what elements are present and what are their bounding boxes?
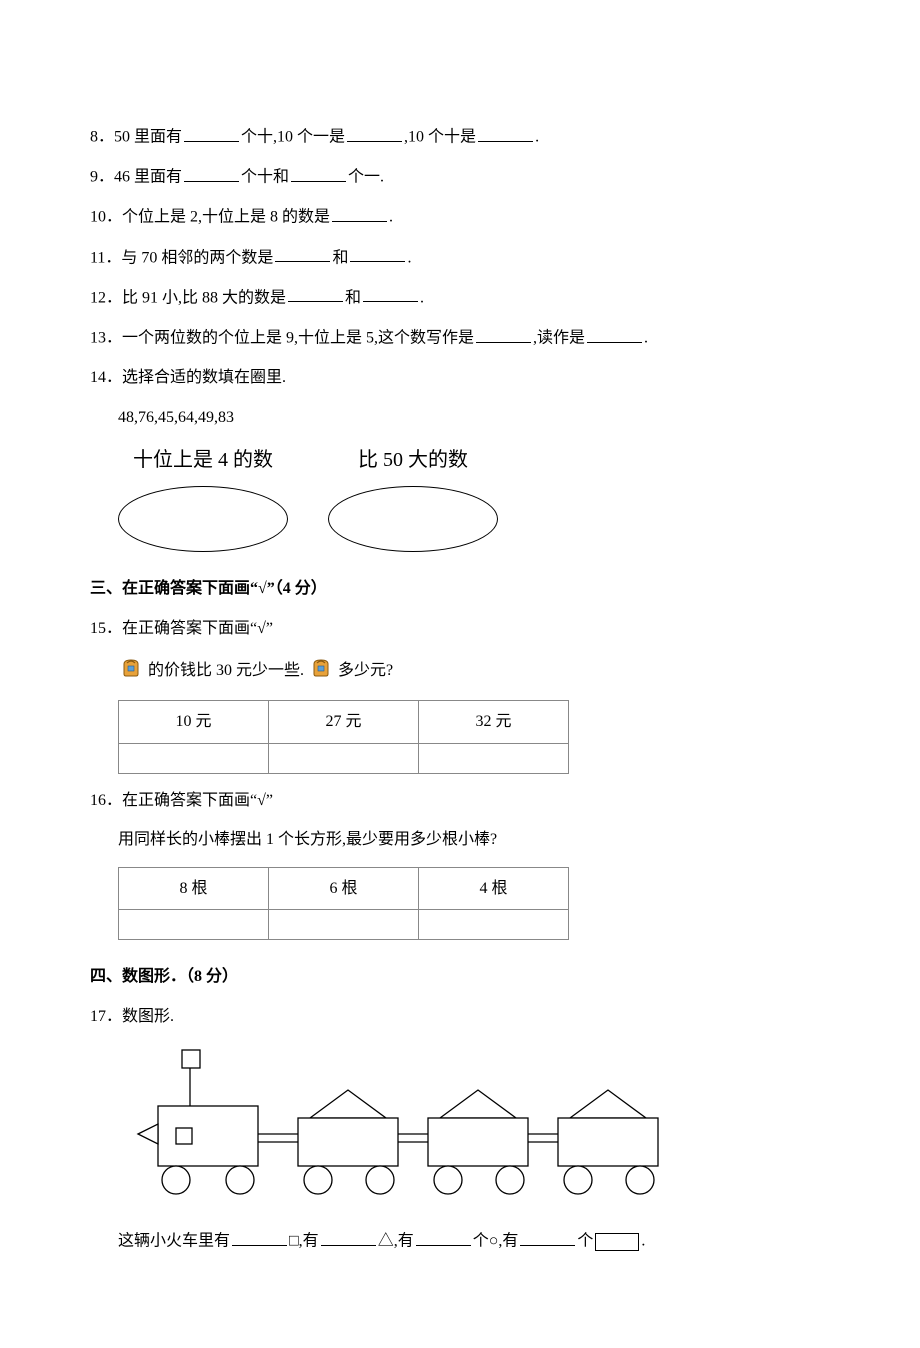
oval-right-label: 比 50 大的数 bbox=[358, 444, 468, 476]
text: ,读作是 bbox=[533, 330, 585, 347]
text: 一个两位数的个位上是 9,十位上是 5,这个数写作是 bbox=[122, 330, 474, 347]
section-3-title: 三、在正确答案下面画“√”（4 分） bbox=[90, 576, 830, 602]
blank[interactable] bbox=[291, 164, 346, 182]
blank[interactable] bbox=[232, 1228, 287, 1246]
text: 和 bbox=[345, 289, 361, 306]
blank[interactable] bbox=[321, 1228, 376, 1246]
blank[interactable] bbox=[184, 164, 239, 182]
choice-cell: 32 元 bbox=[419, 701, 569, 744]
choice-cell: 8 根 bbox=[119, 867, 269, 910]
answer-cell[interactable] bbox=[419, 743, 569, 773]
blank[interactable] bbox=[332, 204, 387, 222]
q-number: 10． bbox=[90, 209, 122, 226]
text: 个 bbox=[577, 1233, 593, 1250]
text: 50 里面有 bbox=[114, 129, 182, 146]
q14-ovals: 十位上是 4 的数 比 50 大的数 bbox=[118, 444, 830, 552]
q-number: 16． bbox=[90, 792, 122, 809]
oval-left[interactable] bbox=[118, 486, 288, 552]
blank[interactable] bbox=[476, 325, 531, 343]
choice-cell: 4 根 bbox=[419, 867, 569, 910]
question-13: 13．一个两位数的个位上是 9,十位上是 5,这个数写作是 ,读作是. bbox=[90, 325, 830, 351]
text: 的价钱比 30 元少一些. bbox=[148, 661, 304, 678]
bag-icon bbox=[310, 656, 332, 687]
choice-cell: 27 元 bbox=[269, 701, 419, 744]
blank[interactable] bbox=[350, 245, 405, 263]
text: 46 里面有 bbox=[114, 169, 182, 186]
section-4-title: 四、数图形．（8 分） bbox=[90, 964, 830, 990]
text: . bbox=[389, 209, 393, 226]
q15-table: 10 元27 元32 元 bbox=[118, 700, 569, 774]
oval-left-label: 十位上是 4 的数 bbox=[133, 444, 273, 476]
text: 个十,10 个一是 bbox=[241, 129, 345, 146]
oval-right[interactable] bbox=[328, 486, 498, 552]
question-10: 10．个位上是 2,十位上是 8 的数是. bbox=[90, 204, 830, 230]
text: △,有 bbox=[378, 1233, 414, 1250]
question-17: 17．数图形. bbox=[90, 1004, 830, 1030]
text: . bbox=[420, 289, 424, 306]
q17-answer-line: 这辆小火车里有 □,有 △,有 个○,有 个. bbox=[118, 1228, 830, 1254]
blank[interactable] bbox=[587, 325, 642, 343]
question-11: 11．与 70 相邻的两个数是 和. bbox=[90, 245, 830, 271]
q-number: 11． bbox=[90, 249, 121, 266]
train-figure bbox=[118, 1046, 830, 1215]
q15-prompt: 的价钱比 30 元少一些. 多少元? bbox=[118, 656, 830, 687]
question-9: 9．46 里面有 个十和 个一. bbox=[90, 164, 830, 190]
q16-prompt: 用同样长的小棒摆出 1 个长方形,最少要用多少根小棒? bbox=[118, 827, 830, 853]
text: 个一. bbox=[348, 169, 384, 186]
q-number: 9． bbox=[90, 169, 114, 186]
q16-table: 8 根6 根4 根 bbox=[118, 867, 569, 941]
text: 多少元? bbox=[338, 661, 393, 678]
question-8: 8．50 里面有 个十,10 个一是 ,10 个十是. bbox=[90, 124, 830, 150]
text: . bbox=[535, 129, 539, 146]
oval-left-group: 十位上是 4 的数 bbox=[118, 444, 288, 552]
oval-right-group: 比 50 大的数 bbox=[328, 444, 498, 552]
text: 这辆小火车里有 bbox=[118, 1233, 230, 1250]
text: 选择合适的数填在圈里. bbox=[122, 369, 286, 386]
answer-cell[interactable] bbox=[269, 910, 419, 940]
blank[interactable] bbox=[478, 124, 533, 142]
question-14: 14．选择合适的数填在圈里. bbox=[90, 365, 830, 391]
answer-cell[interactable] bbox=[119, 743, 269, 773]
text: 个位上是 2,十位上是 8 的数是 bbox=[122, 209, 330, 226]
q-number: 14． bbox=[90, 369, 122, 386]
blank[interactable] bbox=[520, 1228, 575, 1246]
blank[interactable] bbox=[416, 1228, 471, 1246]
answer-cell[interactable] bbox=[119, 910, 269, 940]
question-12: 12．比 91 小,比 88 大的数是 和. bbox=[90, 285, 830, 311]
text: 在正确答案下面画“√” bbox=[122, 792, 273, 809]
text: ,10 个十是 bbox=[404, 129, 476, 146]
choice-cell: 10 元 bbox=[119, 701, 269, 744]
blank[interactable] bbox=[275, 245, 330, 263]
q-number: 13． bbox=[90, 330, 122, 347]
text: 与 70 相邻的两个数是 bbox=[121, 249, 273, 266]
answer-cell[interactable] bbox=[419, 910, 569, 940]
text: 个○,有 bbox=[473, 1233, 519, 1250]
text: 和 bbox=[332, 249, 348, 266]
blank[interactable] bbox=[184, 124, 239, 142]
text: . bbox=[407, 249, 411, 266]
q-number: 17． bbox=[90, 1008, 122, 1025]
blank[interactable] bbox=[347, 124, 402, 142]
text: . bbox=[644, 330, 648, 347]
text: 个十和 bbox=[241, 169, 289, 186]
q-number: 15． bbox=[90, 620, 122, 637]
bag-icon bbox=[120, 656, 142, 687]
q-number: 8． bbox=[90, 129, 114, 146]
q14-numbers: 48,76,45,64,49,83 bbox=[118, 405, 830, 431]
q-number: 12． bbox=[90, 289, 122, 306]
rectangle-icon bbox=[595, 1233, 639, 1251]
text: 比 91 小,比 88 大的数是 bbox=[122, 289, 286, 306]
question-16: 16．在正确答案下面画“√” bbox=[90, 788, 830, 814]
blank[interactable] bbox=[363, 285, 418, 303]
question-15: 15．在正确答案下面画“√” bbox=[90, 616, 830, 642]
blank[interactable] bbox=[288, 285, 343, 303]
answer-cell[interactable] bbox=[269, 743, 419, 773]
text: □,有 bbox=[289, 1233, 319, 1250]
text: 在正确答案下面画“√” bbox=[122, 620, 273, 637]
choice-cell: 6 根 bbox=[269, 867, 419, 910]
text: 数图形. bbox=[122, 1008, 174, 1025]
text: . bbox=[641, 1233, 645, 1250]
